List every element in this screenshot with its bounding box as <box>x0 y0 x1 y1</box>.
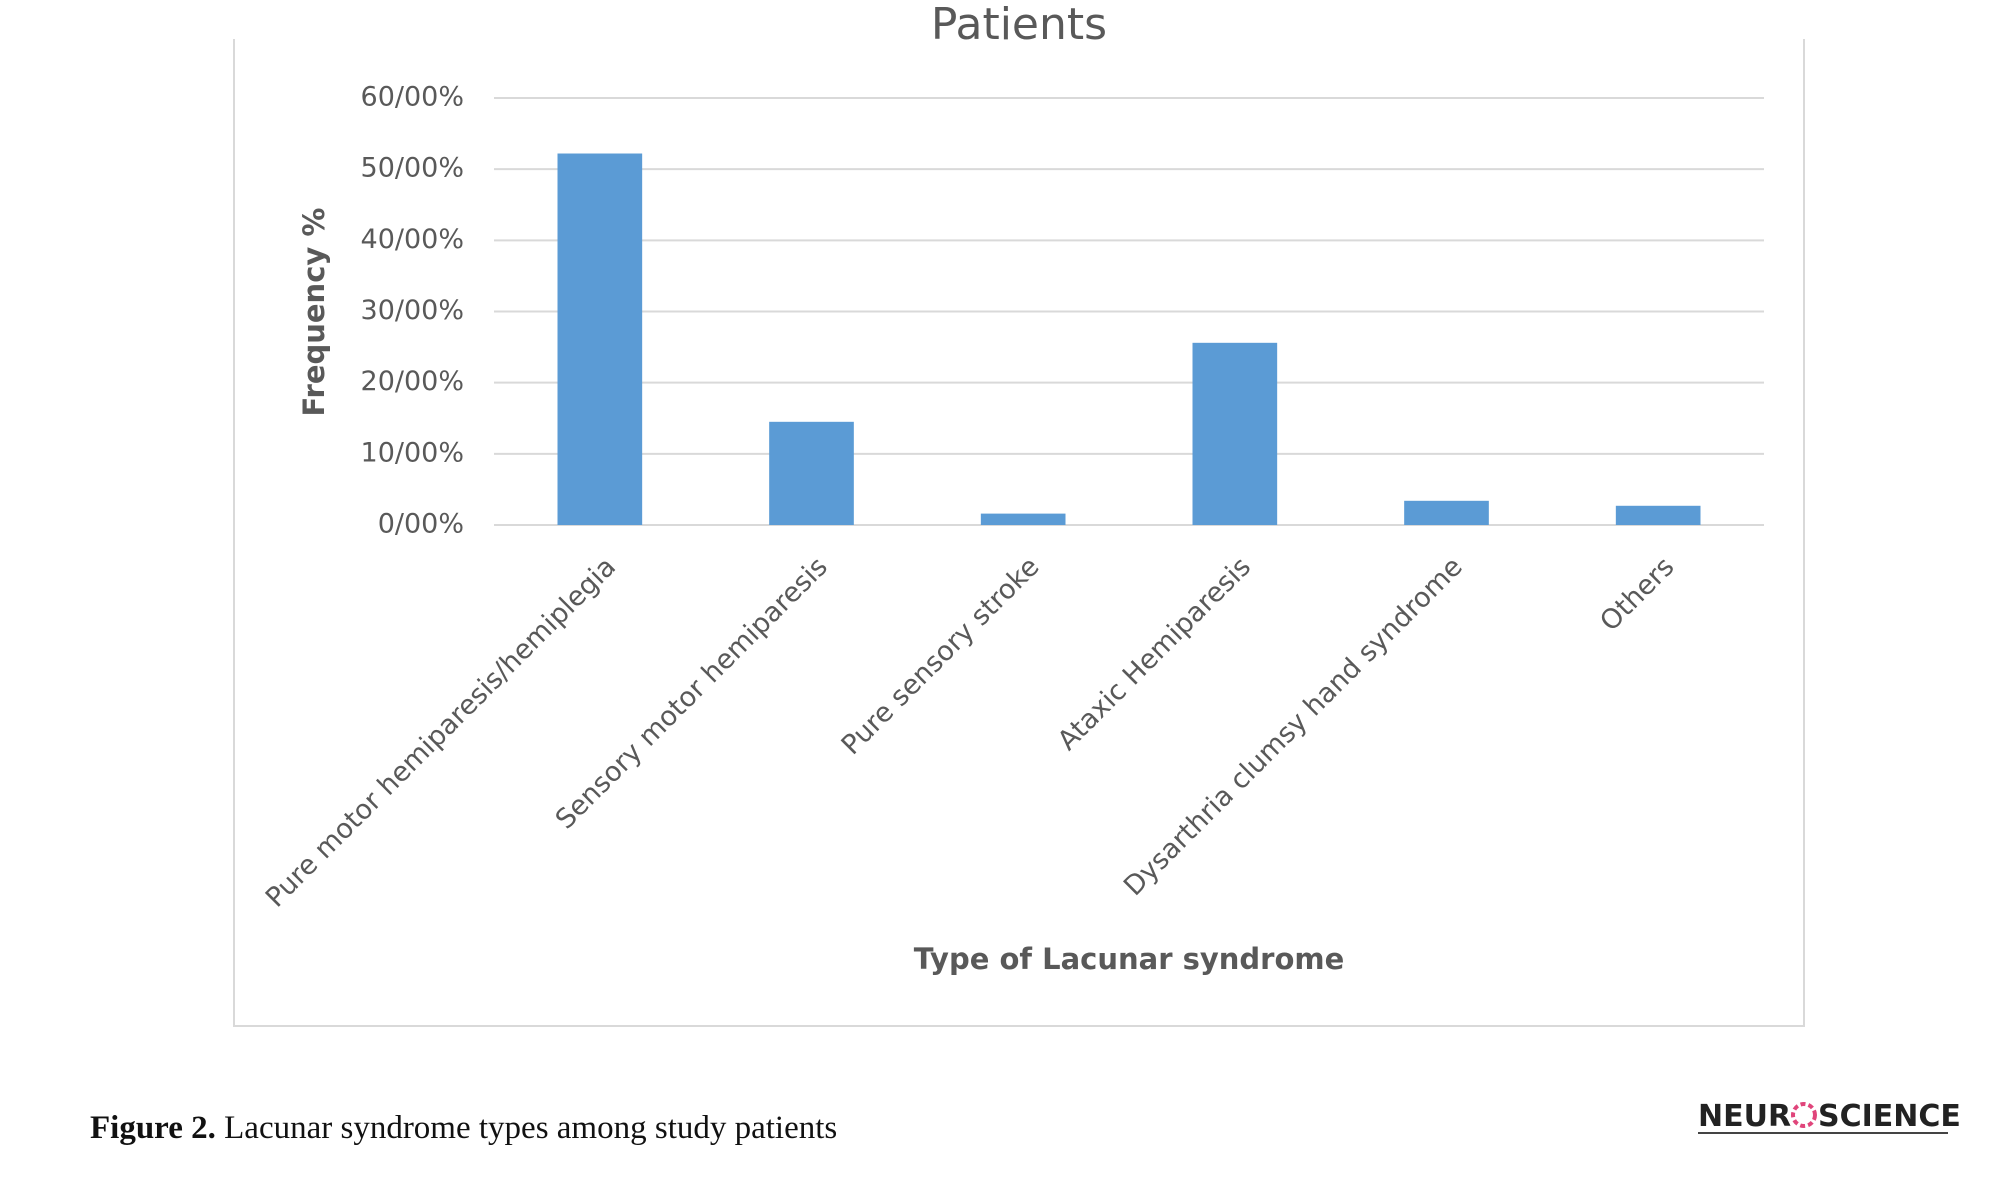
y-tick-label: 50/00% <box>361 153 464 184</box>
x-tick-label: Pure motor hemiparesis/hemiplegia <box>260 551 622 913</box>
x-axis-title: Type of Lacunar syndrome <box>914 942 1345 976</box>
bar <box>980 513 1066 525</box>
chart-frame <box>233 39 1805 1027</box>
y-axis-title: Frequency % <box>297 208 331 417</box>
x-tick-label: Ataxic Hemiparesis <box>1052 551 1257 756</box>
bar <box>1192 342 1278 525</box>
y-tick-label: 60/00% <box>361 82 464 113</box>
caption-label: Figure 2. <box>90 1110 216 1146</box>
bar <box>1615 505 1701 525</box>
y-tick-label: 10/00% <box>361 437 464 468</box>
logo-left: NEUR <box>1698 1099 1791 1134</box>
y-tick-label: 0/00% <box>378 509 464 540</box>
y-tick-label: 40/00% <box>361 224 464 255</box>
bar <box>769 421 854 525</box>
chart-title: Patients <box>931 0 1107 50</box>
bar <box>557 153 643 525</box>
x-tick-label: Dysarthria clumsy hand syndrome <box>1118 551 1469 902</box>
y-tick-label: 30/00% <box>361 295 464 326</box>
x-tick-label: Pure sensory stroke <box>836 551 1046 761</box>
bar <box>1404 500 1489 525</box>
y-tick-label: 20/00% <box>361 366 464 397</box>
caption: Figure 2. Lacunar syndrome types among s… <box>90 1110 837 1146</box>
logo: NEUR SCIENCE <box>1698 1099 1961 1134</box>
logo-icon <box>1791 1102 1817 1128</box>
caption-text: Lacunar syndrome types among study patie… <box>224 1110 837 1146</box>
x-tick-label: Others <box>1594 551 1680 637</box>
logo-right: SCIENCE <box>1818 1099 1961 1134</box>
